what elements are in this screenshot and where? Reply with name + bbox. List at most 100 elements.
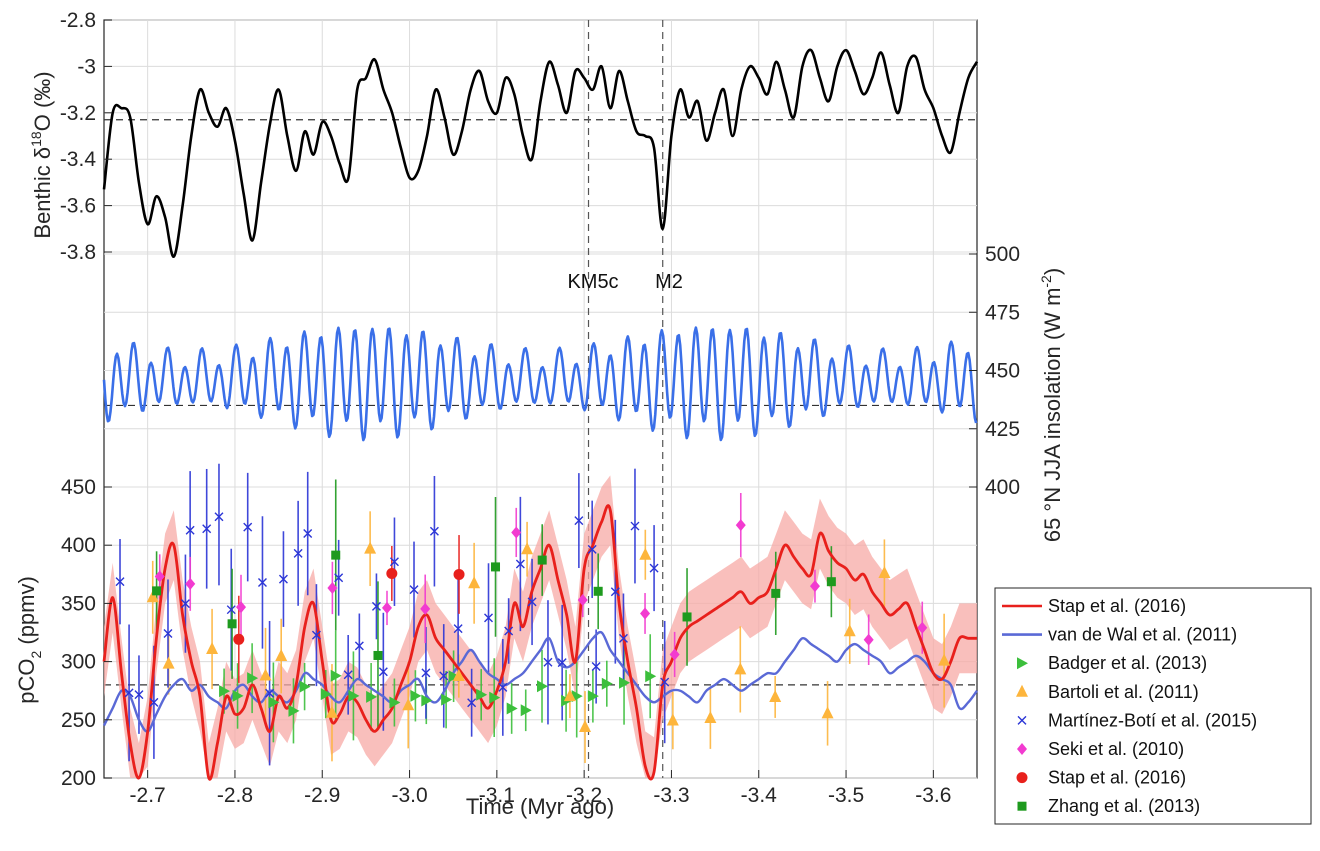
d18o-tick-label: -2.8 xyxy=(60,9,96,32)
proxy-point xyxy=(334,573,344,583)
proxy-point xyxy=(232,689,244,702)
proxy-markers xyxy=(115,512,951,733)
proxy-point xyxy=(506,702,518,715)
d18o-tick-label: -3.4 xyxy=(60,148,97,171)
proxy-point xyxy=(247,672,259,685)
proxy-point xyxy=(429,526,439,536)
proxy-point xyxy=(704,711,717,724)
proxy-point xyxy=(373,650,383,660)
proxy-point xyxy=(124,688,134,698)
proxy-point xyxy=(520,704,532,717)
proxy-point xyxy=(348,689,360,702)
legend-swatch xyxy=(1017,657,1028,670)
legend-swatch xyxy=(1017,801,1027,811)
proxy-point xyxy=(149,697,159,707)
proxy-point xyxy=(421,694,433,707)
d18o-tick-label: -3.8 xyxy=(60,241,96,264)
x-tick-label: -3.2 xyxy=(566,784,602,807)
proxy-point xyxy=(386,567,398,579)
insolation-tick-label: 475 xyxy=(985,301,1020,324)
stap-2016-uncertainty-band xyxy=(104,475,977,778)
x-tick-label: -3.6 xyxy=(915,784,951,807)
proxy-point xyxy=(660,677,670,687)
legend: Stap et al. (2016) van de Wal et al. (201… xyxy=(994,587,1312,825)
legend-swatch xyxy=(1016,684,1028,697)
proxy-point xyxy=(484,613,494,623)
uncertainty-bands xyxy=(104,475,977,778)
proxy-point xyxy=(219,685,231,698)
pco2-tick-label: 250 xyxy=(61,709,96,732)
proxy-point xyxy=(843,624,856,637)
proxy-point xyxy=(185,577,196,590)
legend-label: Stap et al. (2016) xyxy=(1048,768,1186,788)
proxy-point xyxy=(268,696,280,709)
d18o-line xyxy=(102,48,979,258)
proxy-point xyxy=(421,668,431,678)
proxy-point xyxy=(521,542,534,555)
proxy-point xyxy=(115,577,125,587)
legend-label: Martínez-Botí et al. (2015) xyxy=(1048,710,1257,730)
x-axis-label: Time (Myr ago) xyxy=(466,794,614,819)
y-axis-ticks: -2.8 -3 -3.2 -3.4 -3.6 -3.8 400 425 450 475 500 200… xyxy=(60,9,1020,790)
proxy-point xyxy=(311,630,321,640)
proxy-point xyxy=(537,680,549,693)
data-series xyxy=(102,48,979,781)
proxy-point xyxy=(640,607,651,620)
proxy-point xyxy=(467,698,477,708)
x-tick-label: -3.3 xyxy=(653,784,689,807)
legend-swatch xyxy=(1016,772,1028,784)
x-tick-label: -2.7 xyxy=(130,784,166,807)
insolation-tick-label: 400 xyxy=(985,476,1020,499)
insolation-tick-label: 450 xyxy=(985,360,1020,383)
proxy-point xyxy=(420,602,431,615)
proxy-point xyxy=(587,690,599,703)
proxy-point xyxy=(476,688,488,701)
proxy-point xyxy=(146,590,159,603)
legend-label: van de Wal et al. (2011) xyxy=(1048,625,1237,645)
proxy-point xyxy=(452,669,465,682)
proxy-point xyxy=(278,574,288,584)
proxy-point xyxy=(491,562,501,572)
proxy-point xyxy=(327,581,338,594)
proxy-point xyxy=(619,676,631,689)
proxy-point xyxy=(468,576,481,589)
proxy-point xyxy=(265,688,275,698)
insolation-axis-label: 65 °N JJA insolation (W m-2) xyxy=(1038,268,1065,542)
proxy-point xyxy=(243,522,253,532)
proxy-point xyxy=(236,601,247,614)
proxy-point xyxy=(371,601,381,611)
proxy-point xyxy=(206,641,219,654)
proxy-point xyxy=(299,680,311,693)
proxy-point xyxy=(682,612,692,622)
proxy-point xyxy=(734,662,747,675)
proxy-point xyxy=(343,670,353,680)
proxy-point xyxy=(593,586,603,596)
event-lines xyxy=(587,20,664,778)
proxy-point xyxy=(591,662,601,671)
proxy-point xyxy=(639,547,652,560)
proxy-point xyxy=(409,585,419,595)
proxy-point xyxy=(610,587,620,597)
proxy-point xyxy=(515,559,525,569)
proxy-point xyxy=(410,689,422,702)
proxy-point xyxy=(489,691,501,704)
d18o-axis-label: Benthic δ18O (‰) xyxy=(28,71,55,238)
proxy-point xyxy=(389,557,399,567)
pco2-tick-label: 450 xyxy=(61,476,96,499)
proxy-point xyxy=(364,541,377,554)
proxy-point xyxy=(863,633,874,646)
pco2-tick-label: 300 xyxy=(61,651,96,674)
proxy-point xyxy=(557,658,567,668)
legend-box xyxy=(994,587,1312,825)
proxy-point xyxy=(214,512,224,522)
proxy-point xyxy=(826,577,836,587)
proxy-point xyxy=(330,669,342,682)
d18o-tick-label: -3.6 xyxy=(60,195,96,218)
proxy-point xyxy=(543,657,553,667)
stap-2016-line xyxy=(102,504,977,781)
proxy-point xyxy=(134,690,144,700)
proxy-point xyxy=(185,525,195,535)
proxy-point xyxy=(669,648,680,661)
proxy-point xyxy=(537,555,547,565)
proxy-point xyxy=(303,529,313,539)
